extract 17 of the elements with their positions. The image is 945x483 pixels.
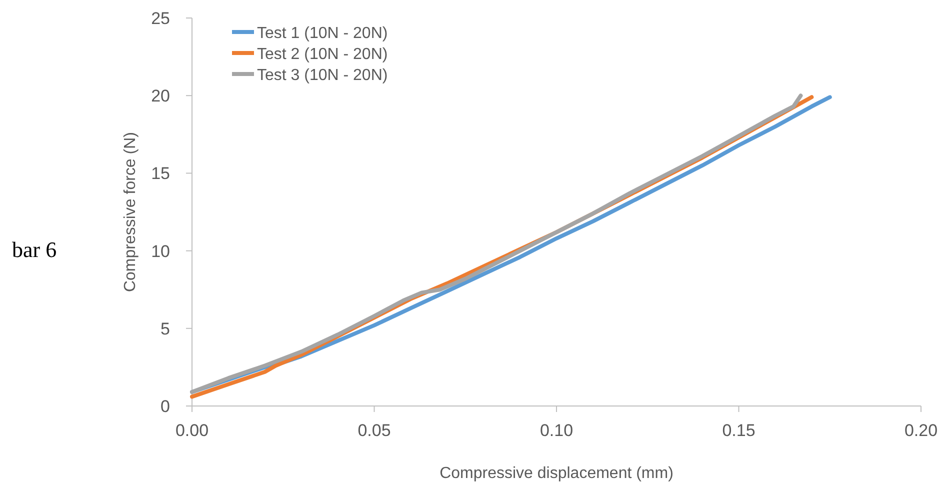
y-axis-title: Compressive force (N) [122,132,139,292]
y-tick-label: 10 [151,242,170,261]
x-tick-label: 0.10 [540,421,574,440]
x-tick-label: 0.15 [722,421,756,440]
legend-label: Test 2 (10N - 20N) [257,46,388,63]
y-tick-label: 15 [151,164,170,184]
y-tick-label: 0 [160,397,170,416]
x-tick-label: 0.00 [175,421,209,440]
x-tick-label: 0.05 [358,421,391,440]
y-tick-label: 20 [151,86,170,106]
legend-label: Test 3 (10N - 20N) [257,67,388,84]
y-tick-label: 5 [160,319,170,338]
y-tick-label: 25 [151,9,170,28]
x-axis-title: Compressive displacement (mm) [440,465,674,482]
x-tick-label: 0.20 [904,421,938,440]
legend-label: Test 1 (10N - 20N) [257,25,388,42]
text: bar 6 [12,237,57,262]
